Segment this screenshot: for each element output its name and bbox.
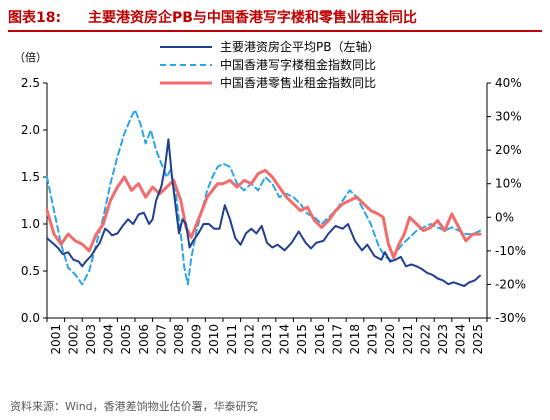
x-tick-label: 2014 xyxy=(278,324,292,355)
x-tick-label: 2001 xyxy=(49,324,63,355)
figure-label: 图表18: xyxy=(8,10,62,26)
x-tick-label: 2005 xyxy=(119,324,133,355)
x-tick-label: 2021 xyxy=(401,324,415,355)
right-tick-label: -20% xyxy=(495,277,526,291)
x-tick-label: 2017 xyxy=(330,324,344,355)
left-tick-label: 1.0 xyxy=(21,217,40,231)
right-tick-label: -30% xyxy=(495,311,526,325)
x-tick-label: 2020 xyxy=(383,324,397,355)
x-tick-label: 2019 xyxy=(366,324,380,355)
legend-label: 中国香港写字楼租金指数同比 xyxy=(220,57,376,72)
x-tick-label: 2008 xyxy=(172,324,186,355)
x-tick-label: 2004 xyxy=(102,324,116,355)
x-tick-label: 2025 xyxy=(471,324,485,355)
series-layer xyxy=(45,108,482,287)
x-tick-label: 2009 xyxy=(190,324,204,355)
x-tick-label: 2002 xyxy=(66,324,80,355)
x-tick-label: 2011 xyxy=(225,324,239,355)
figure-title: 图表18: 主要港资房企PB与中国香港写字楼和零售业租金同比 xyxy=(8,4,542,28)
x-tick-label: 2013 xyxy=(260,324,274,355)
chart-title: 主要港资房企PB与中国香港写字楼和零售业租金同比 xyxy=(88,10,417,26)
x-tick-label: 2024 xyxy=(454,324,468,355)
legend-label: 中国香港零售业租金指数同比 xyxy=(220,75,376,90)
axes-layer: 0.0 0.5 1.0 1.5 2.0 2.5 （倍） -30% -20% -10% 0% 10% 20… xyxy=(14,50,526,355)
x-tick-label: 2007 xyxy=(154,324,168,355)
right-tick-label: -10% xyxy=(495,244,526,258)
x-tick-label: 2023 xyxy=(436,324,450,355)
right-tick-label: 10% xyxy=(495,177,522,191)
right-tick-label: 30% xyxy=(495,110,522,124)
right-tick-label: 40% xyxy=(495,76,522,90)
legend-label: 主要港资房企平均PB（左轴） xyxy=(220,39,379,54)
x-tick-label: 2003 xyxy=(84,324,98,355)
right-tick-label: 0% xyxy=(495,210,514,224)
x-tick-label: 2018 xyxy=(348,324,362,355)
x-tick-label: 2012 xyxy=(242,324,256,355)
x-tick-label: 2022 xyxy=(418,324,432,355)
series-office-rent-line xyxy=(46,108,481,286)
series-pb-line xyxy=(46,138,481,287)
line-chart: 0.0 0.5 1.0 1.5 2.0 2.5 （倍） -30% -20% -10% 0% 10% 20… xyxy=(14,39,526,355)
left-tick-label: 0.5 xyxy=(21,264,40,278)
x-tick-label: 2015 xyxy=(295,324,309,355)
source-note: 资料来源：Wind，香港差饷物业估价署，华泰研究 xyxy=(10,400,258,413)
x-tick-label: 2006 xyxy=(137,324,151,355)
title-rule xyxy=(8,30,542,32)
left-tick-label: 0.0 xyxy=(21,311,40,325)
left-tick-label: 1.5 xyxy=(21,170,40,184)
series-retail-rent-line xyxy=(45,168,482,260)
right-tick-label: 20% xyxy=(495,143,522,157)
left-axis-unit: （倍） xyxy=(14,50,47,64)
left-tick-label: 2.0 xyxy=(21,123,40,137)
left-tick-label: 2.5 xyxy=(21,76,40,90)
x-tick-label: 2016 xyxy=(313,324,327,355)
x-tick-label: 2010 xyxy=(207,324,221,355)
